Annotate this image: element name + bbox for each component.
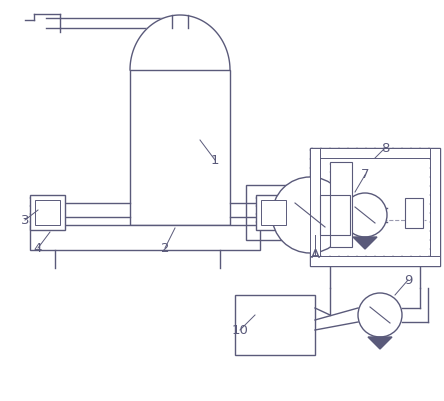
Bar xyxy=(310,148,320,266)
Bar xyxy=(256,195,291,230)
Text: 1: 1 xyxy=(211,154,219,166)
Text: 9: 9 xyxy=(404,273,412,286)
Circle shape xyxy=(272,177,348,253)
Bar xyxy=(320,195,350,235)
Bar xyxy=(35,200,60,225)
Bar xyxy=(310,148,440,266)
Text: 10: 10 xyxy=(232,324,249,336)
Circle shape xyxy=(358,293,402,337)
Polygon shape xyxy=(353,237,377,249)
Bar xyxy=(310,148,440,158)
Circle shape xyxy=(343,193,387,237)
Bar xyxy=(235,295,315,355)
Bar xyxy=(246,185,301,240)
Bar xyxy=(405,198,423,228)
Text: 4: 4 xyxy=(34,241,42,255)
Text: 2: 2 xyxy=(161,241,169,255)
Bar xyxy=(310,256,440,266)
Bar xyxy=(261,200,286,225)
Bar xyxy=(130,70,230,225)
Polygon shape xyxy=(368,337,392,349)
Bar xyxy=(330,162,352,247)
Text: 7: 7 xyxy=(361,168,369,182)
Text: A: A xyxy=(310,249,320,261)
Text: 3: 3 xyxy=(21,213,29,227)
Polygon shape xyxy=(130,15,230,70)
Bar xyxy=(30,225,260,250)
Text: 8: 8 xyxy=(381,142,389,154)
Bar xyxy=(430,148,440,266)
Bar xyxy=(30,195,65,230)
